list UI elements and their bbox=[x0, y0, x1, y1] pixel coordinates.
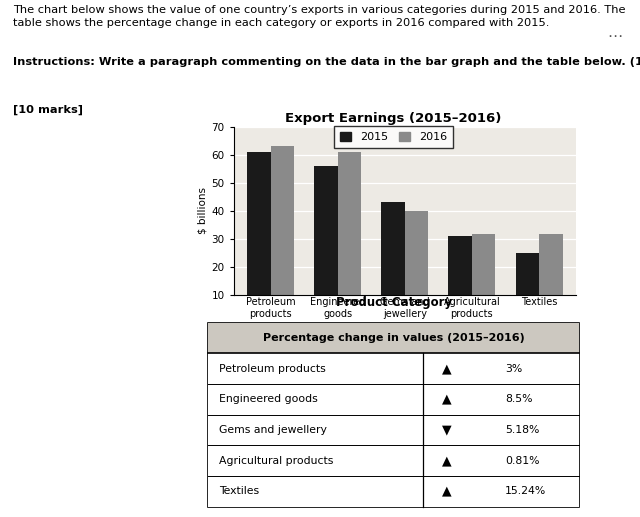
Bar bbox=[381, 202, 404, 323]
Text: Gems and jewellery: Gems and jewellery bbox=[219, 425, 327, 435]
Text: 15.24%: 15.24% bbox=[505, 486, 546, 496]
Bar bbox=[516, 253, 539, 323]
Text: Percentage change in values (2015–2016): Percentage change in values (2015–2016) bbox=[263, 333, 524, 343]
Text: 0.81%: 0.81% bbox=[505, 455, 540, 466]
Bar bbox=[208, 476, 579, 507]
Text: Petroleum products: Petroleum products bbox=[219, 364, 326, 374]
Bar bbox=[314, 166, 338, 323]
Bar bbox=[208, 415, 579, 445]
Text: Textiles: Textiles bbox=[219, 486, 259, 496]
Y-axis label: $ billions: $ billions bbox=[197, 187, 207, 234]
Text: 8.5%: 8.5% bbox=[505, 394, 532, 404]
Text: Agricultural products: Agricultural products bbox=[219, 455, 333, 466]
Bar bbox=[247, 152, 271, 323]
Text: The chart below shows the value of one country’s exports in various categories d: The chart below shows the value of one c… bbox=[13, 5, 625, 28]
Text: ⋯: ⋯ bbox=[607, 28, 622, 44]
Text: ▲: ▲ bbox=[442, 393, 451, 406]
Bar bbox=[449, 236, 472, 323]
Bar bbox=[208, 323, 579, 354]
Bar bbox=[338, 152, 361, 323]
Text: [10 marks]: [10 marks] bbox=[13, 105, 83, 115]
Text: Product Category: Product Category bbox=[335, 296, 452, 309]
Text: 3%: 3% bbox=[505, 364, 522, 374]
Text: ▼: ▼ bbox=[442, 423, 451, 436]
Text: ▲: ▲ bbox=[442, 362, 451, 375]
Text: ▲: ▲ bbox=[442, 454, 451, 467]
Text: Export Earnings (2015–2016): Export Earnings (2015–2016) bbox=[285, 112, 502, 126]
Text: Engineered goods: Engineered goods bbox=[219, 394, 318, 404]
Bar bbox=[472, 235, 495, 323]
Text: 5.18%: 5.18% bbox=[505, 425, 540, 435]
Bar bbox=[539, 235, 563, 323]
Text: Instructions: Write a paragraph commenting on the data in the bar graph and the : Instructions: Write a paragraph commenti… bbox=[13, 57, 640, 67]
Legend: 2015, 2016: 2015, 2016 bbox=[334, 126, 453, 148]
Bar bbox=[271, 146, 294, 323]
Bar bbox=[208, 384, 579, 415]
Bar bbox=[208, 354, 579, 384]
Bar bbox=[208, 445, 579, 476]
Bar bbox=[404, 211, 428, 323]
Text: ▲: ▲ bbox=[442, 485, 451, 498]
